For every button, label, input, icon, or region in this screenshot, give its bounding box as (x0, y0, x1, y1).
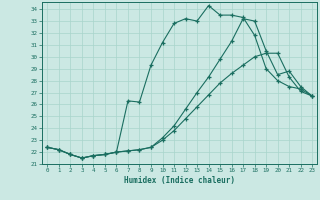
X-axis label: Humidex (Indice chaleur): Humidex (Indice chaleur) (124, 176, 235, 185)
